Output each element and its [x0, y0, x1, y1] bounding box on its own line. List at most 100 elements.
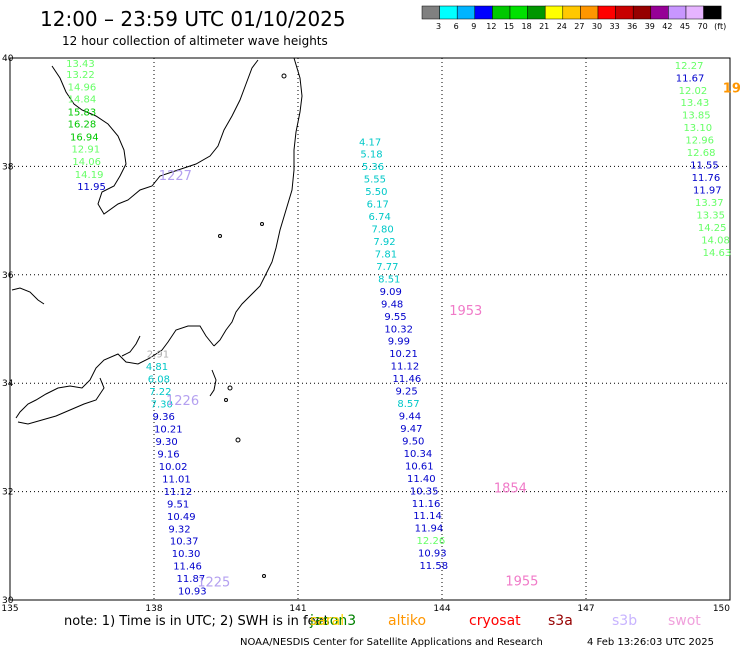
wave-height-value: 11.58: [419, 561, 448, 572]
y-tick-label: 32: [2, 488, 13, 498]
wave-height-value: 13.43: [66, 59, 95, 70]
footer-timestamp: 4 Feb 13:26:03 UTC 2025: [587, 637, 714, 648]
color-swatch: [703, 5, 722, 20]
x-tick-label: 147: [577, 604, 594, 614]
satellite-legend-swot: swot: [668, 613, 701, 629]
pass-label: 1227: [159, 169, 192, 184]
wave-height-value: 9.55: [384, 312, 406, 323]
color-scale-label: 33: [610, 22, 620, 31]
pass-label: 1226: [166, 394, 199, 409]
wave-height-value: 15.83: [68, 107, 97, 118]
color-scale-label: 70: [698, 22, 708, 31]
wave-height-value: 11.95: [77, 182, 106, 193]
pass-label: 1225: [197, 575, 230, 590]
color-scale-label: 30: [592, 22, 602, 31]
wave-height-value: 10.61: [405, 461, 434, 472]
color-scale-label: (ft): [714, 22, 726, 31]
wave-height-value: 5.50: [365, 187, 387, 198]
wave-height-value: 12.96: [685, 136, 714, 147]
wave-height-value: 9.16: [157, 449, 179, 460]
color-scale-label: 24: [557, 22, 567, 31]
wave-height-value: 14.63: [703, 248, 732, 259]
track-track-b: 2.914.81 6.087.22 7.309.36 10.219.309.16 10.…: [146, 350, 207, 598]
wave-height-value: 10.21: [389, 349, 418, 360]
x-tick-label: 135: [1, 604, 18, 614]
color-swatch: [650, 5, 669, 20]
x-axis-tick-labels: 135 138 141 144 147 150: [1, 604, 730, 614]
wave-height-value: 11.16: [412, 499, 441, 510]
x-tick-label: 141: [289, 604, 306, 614]
color-scale-label: 9: [471, 22, 476, 31]
footer-note: note: 1) Time is in UTC; 2) SWH is in fe…: [64, 614, 329, 629]
satellite-legend-cryosat: cryosat: [469, 613, 521, 629]
wave-height-value: 4.81: [146, 362, 168, 373]
color-scale-label: 3: [436, 22, 441, 31]
wave-height-value: 6.08: [148, 375, 170, 386]
wave-height-value: 9.36: [153, 412, 175, 423]
color-swatch: [562, 5, 581, 20]
wave-height-value: 6.74: [369, 212, 391, 223]
wave-height-value: 11.97: [693, 186, 722, 197]
color-scale-label: 6: [454, 22, 459, 31]
wave-height-value: 10.93: [178, 587, 207, 598]
y-axis-tick-labels: 40 38 36 34 32 30: [2, 54, 14, 606]
wave-height-value: 9.25: [395, 387, 417, 398]
wave-height-value: 12.02: [679, 86, 708, 97]
color-scale-label: 42: [662, 22, 672, 31]
wave-height-value: 7.30: [151, 400, 173, 411]
wave-height-value: 11.46: [393, 374, 422, 385]
y-tick-label: 34: [2, 379, 14, 389]
wave-height-value: 9.30: [155, 437, 177, 448]
wave-height-value: 6.17: [367, 200, 389, 211]
wave-height-value: 13.10: [683, 123, 712, 134]
color-swatch: [580, 5, 599, 20]
color-scale-label: 18: [522, 22, 532, 31]
wave-height-value: 12.68: [687, 148, 716, 159]
color-scale-label: 12: [486, 22, 496, 31]
wave-height-value: 8.51: [378, 274, 400, 285]
satellite-legend-jason3: jason3: [309, 613, 356, 629]
satellite-legend-s3b: s3b: [612, 613, 637, 629]
chart-title: 12:00 – 23:59 UTC 01/10/2025: [40, 7, 346, 31]
wave-height-value: 12.26: [417, 536, 446, 547]
pass-label: 1955: [505, 574, 538, 589]
wave-height-value: 11.14: [413, 511, 442, 522]
satellite-legend-altiko: altiko: [388, 613, 426, 629]
wave-height-value: 7.22: [149, 387, 171, 398]
wave-height-value: 11.87: [177, 574, 206, 585]
wave-height-value: 10.49: [167, 512, 196, 523]
wave-height-value: 7.77: [376, 262, 398, 273]
altimeter-tracks: 13.4313.2214.9614.8415.8316.2816.9412.91…: [66, 59, 731, 597]
y-tick-label: 30: [2, 596, 14, 606]
wave-height-value: 7.80: [371, 225, 393, 236]
track-track-c: 4.17 5.185.36 5.555.50 6.176.74 7.807.927.81…: [359, 137, 448, 572]
wave-height-value: 10.35: [410, 486, 439, 497]
wave-height-value: 14.96: [68, 83, 97, 94]
wave-height-value: 16.94: [70, 132, 99, 143]
wave-height-value: 14.06: [72, 157, 101, 168]
wave-height-value: 10.21: [154, 425, 183, 436]
wave-height-value: 11.12: [391, 362, 420, 373]
color-scale-bar: 3 6 9 12 15 18 21 24 27 30 33 36 39 42 45 70 (ft): [421, 5, 726, 31]
wave-height-value: 9.99: [388, 337, 410, 348]
color-scale-label: 36: [627, 22, 637, 31]
color-swatch: [668, 5, 687, 20]
wave-height-value: 8.57: [397, 399, 419, 410]
wave-height-value: 12.27: [675, 61, 704, 72]
wave-height-value: 11.12: [164, 487, 193, 498]
wave-height-value: 4.17: [359, 137, 381, 148]
wave-height-value: 11.76: [692, 173, 721, 184]
wave-height-value: 5.18: [360, 150, 382, 161]
wave-height-value: 11.01: [162, 474, 191, 485]
wave-height-value: 9.51: [167, 499, 189, 510]
color-swatch: [421, 5, 440, 20]
y-tick-label: 38: [2, 162, 14, 172]
wave-height-value: 10.30: [172, 549, 201, 560]
color-scale-label: 45: [680, 22, 690, 31]
color-swatch: [632, 5, 652, 20]
wave-height-value: 9.50: [402, 436, 424, 447]
